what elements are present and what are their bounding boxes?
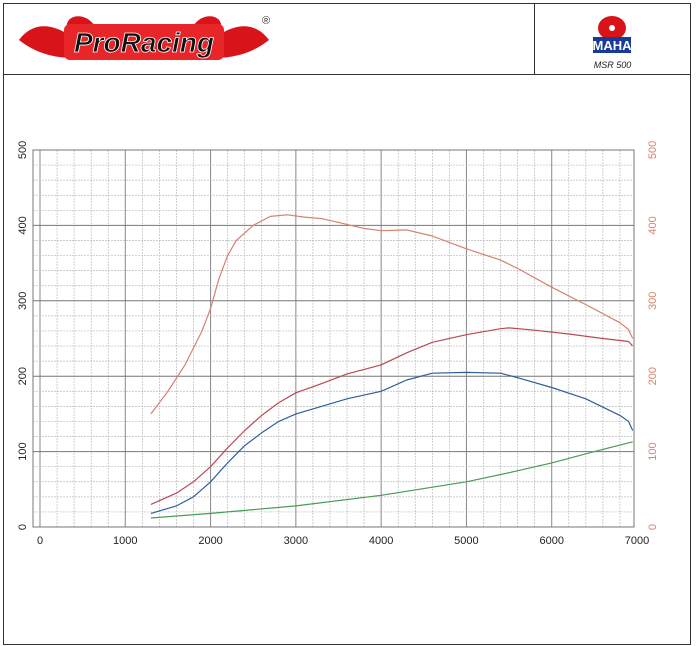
- y2-tick-label: 400: [647, 216, 659, 234]
- y2-tick-label: 0: [647, 524, 659, 530]
- y-tick-label: 100: [17, 442, 29, 460]
- x-tick-label: 5000: [454, 535, 478, 547]
- series-line-3: [150, 371, 634, 514]
- y-tick-label: 500: [17, 141, 29, 159]
- maha-logo: MAHA: [593, 16, 633, 53]
- header: ProRacing ® MAHA MSR 500: [4, 4, 690, 75]
- y-tick-label: 200: [17, 367, 29, 385]
- series-line-1: [150, 214, 634, 415]
- y-tick-label: 300: [17, 292, 29, 310]
- series-line-4: [150, 441, 633, 519]
- maha-logo-area: MAHA MSR 500: [535, 4, 690, 74]
- series-line-2: [150, 327, 634, 505]
- y2-tick-label: 500: [647, 141, 659, 159]
- proracing-logo: ProRacing ®: [19, 15, 270, 60]
- y2-tick-label: 300: [647, 292, 659, 310]
- y2-tick-label: 200: [647, 367, 659, 385]
- x-tick-label: 1000: [113, 535, 137, 547]
- svg-text:ProRacing: ProRacing: [74, 27, 214, 58]
- y-tick-label: 400: [17, 216, 29, 234]
- x-tick-label: 2000: [198, 535, 222, 547]
- dyno-model: MSR 500: [593, 60, 632, 70]
- y-tick-label: 0: [17, 524, 29, 530]
- svg-text:®: ®: [262, 15, 270, 27]
- header-divider: [534, 4, 535, 74]
- x-tick-label: 3000: [284, 535, 308, 547]
- report-frame: ProRacing ® MAHA MSR 500: [3, 3, 691, 645]
- x-tick-label: 0: [37, 535, 43, 547]
- plot-area: [32, 149, 635, 528]
- svg-text:MAHA: MAHA: [593, 38, 633, 53]
- x-tick-label: 6000: [539, 535, 563, 547]
- x-tick-label: 4000: [369, 535, 393, 547]
- y2-tick-label: 100: [647, 442, 659, 460]
- x-tick-label: 7000: [625, 535, 649, 547]
